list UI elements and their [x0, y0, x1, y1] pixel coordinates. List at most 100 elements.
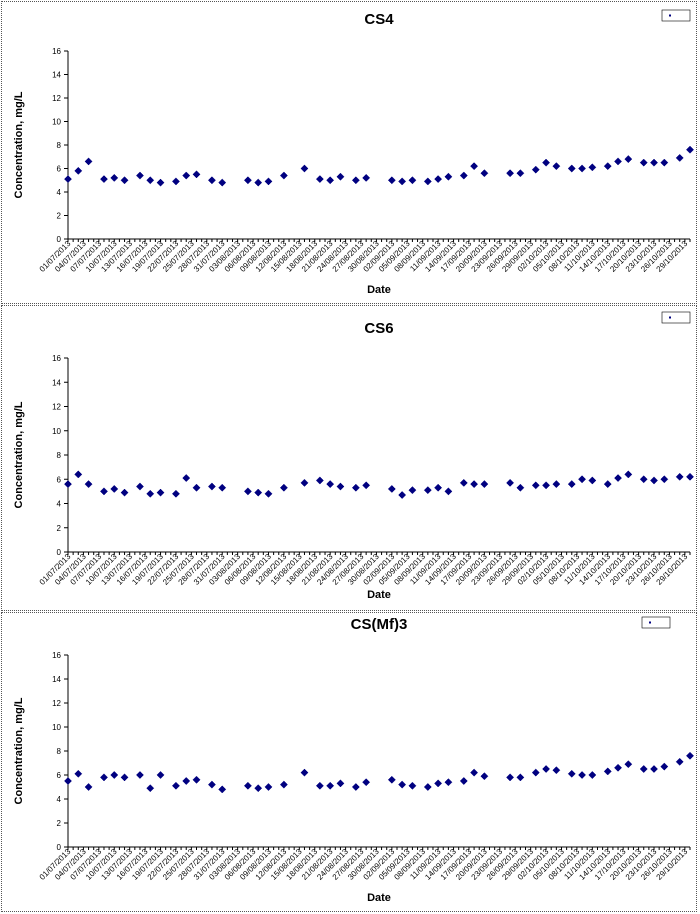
legend	[641, 616, 671, 629]
y-tick-label: 8	[57, 451, 62, 460]
data-point	[300, 478, 309, 487]
data-point	[506, 169, 515, 178]
data-point	[74, 470, 83, 479]
data-point	[146, 489, 155, 498]
data-point	[567, 480, 576, 489]
data-point	[120, 488, 129, 497]
data-point	[675, 472, 684, 481]
y-tick-label: 4	[57, 795, 62, 804]
y-tick-label: 10	[52, 723, 61, 732]
y-axis-label: Concentration, mg/L	[13, 401, 25, 508]
y-tick-label: 14	[52, 71, 61, 80]
data-point	[315, 781, 324, 790]
chart-panel-cs6: CS6 0 2 4 6 8 10 12 14 16 01/07/2013 04/07/2013 07/0…	[1, 305, 697, 611]
data-point	[146, 784, 155, 793]
data-point	[444, 172, 453, 181]
data-point	[171, 177, 180, 186]
y-tick-label: 2	[57, 524, 62, 533]
data-point	[398, 780, 407, 789]
chart-svg-csmf3: CS(Mf)3024681012141601/07/201304/07/2013…	[13, 616, 694, 904]
data-point	[516, 773, 525, 782]
data-point	[279, 171, 288, 180]
data-point	[650, 765, 658, 773]
data-point	[588, 476, 597, 485]
data-point	[470, 480, 479, 489]
data-point	[639, 765, 648, 773]
data-point	[434, 779, 443, 788]
chart-svg-cs4: CS4024681012141601/07/201304/07/201307/0…	[13, 9, 694, 296]
data-point	[516, 483, 525, 492]
data-point	[84, 480, 93, 489]
chart-svg-cs6: CS6024681012141601/07/201304/07/201307/0…	[13, 311, 694, 601]
y-tick-label: 6	[57, 771, 62, 780]
y-tick-label: 2	[57, 819, 62, 828]
data-point	[660, 475, 669, 484]
data-point	[207, 176, 216, 185]
data-point	[254, 784, 263, 793]
y-axis-label: Concentration, mg/L	[13, 697, 25, 804]
data-point	[326, 176, 335, 185]
data-point	[315, 175, 324, 184]
data-point	[434, 175, 443, 184]
data-point	[444, 487, 453, 496]
chart-title: CS6	[364, 320, 393, 337]
data-point	[470, 162, 479, 171]
data-point	[387, 775, 396, 784]
data-point	[542, 481, 551, 490]
data-point	[84, 783, 93, 791]
data-point	[100, 773, 108, 782]
data-point	[567, 164, 576, 173]
data-point	[603, 480, 612, 489]
y-tick-label: 6	[57, 475, 62, 484]
y-tick-label: 0	[57, 235, 62, 244]
data-point	[639, 158, 648, 167]
y-tick-label: 14	[52, 378, 61, 387]
legend-box	[661, 9, 691, 22]
data-point	[336, 779, 345, 788]
data-point	[480, 480, 489, 489]
data-point	[542, 158, 551, 167]
data-point	[326, 480, 335, 489]
y-tick-label: 4	[57, 188, 62, 197]
data-point	[362, 481, 371, 490]
data-point	[552, 480, 561, 489]
data-point	[675, 153, 684, 162]
data-point	[100, 175, 108, 184]
data-point	[650, 476, 658, 485]
data-point	[434, 483, 443, 492]
data-point	[120, 773, 129, 782]
data-point	[614, 157, 622, 166]
chart-title: CS4	[364, 11, 394, 28]
data-point	[578, 771, 587, 779]
data-point	[156, 488, 165, 497]
data-point	[588, 163, 597, 172]
data-point	[182, 777, 191, 785]
data-point	[171, 489, 180, 498]
legend-marker	[669, 14, 671, 17]
x-axis-label: Date	[367, 892, 391, 904]
data-point	[243, 487, 252, 496]
y-tick-label: 16	[52, 651, 61, 660]
y-tick-label: 12	[52, 699, 61, 708]
data-point	[423, 177, 432, 186]
data-point	[614, 474, 622, 482]
data-point	[603, 162, 612, 171]
y-tick-label: 0	[57, 843, 62, 852]
legend-marker	[649, 621, 651, 624]
data-point	[639, 475, 648, 484]
data-point	[136, 482, 144, 491]
data-point	[624, 155, 633, 164]
legend	[661, 9, 691, 22]
y-tick-label: 10	[52, 427, 61, 436]
legend-marker	[669, 316, 671, 319]
data-point	[74, 769, 83, 778]
y-tick-label: 6	[57, 165, 62, 174]
data-point	[686, 472, 694, 481]
data-point	[218, 785, 227, 794]
data-point	[254, 488, 263, 497]
data-point	[506, 773, 515, 782]
data-point	[459, 777, 468, 785]
data-point	[110, 771, 119, 779]
data-point	[516, 169, 525, 178]
data-point	[531, 165, 540, 174]
